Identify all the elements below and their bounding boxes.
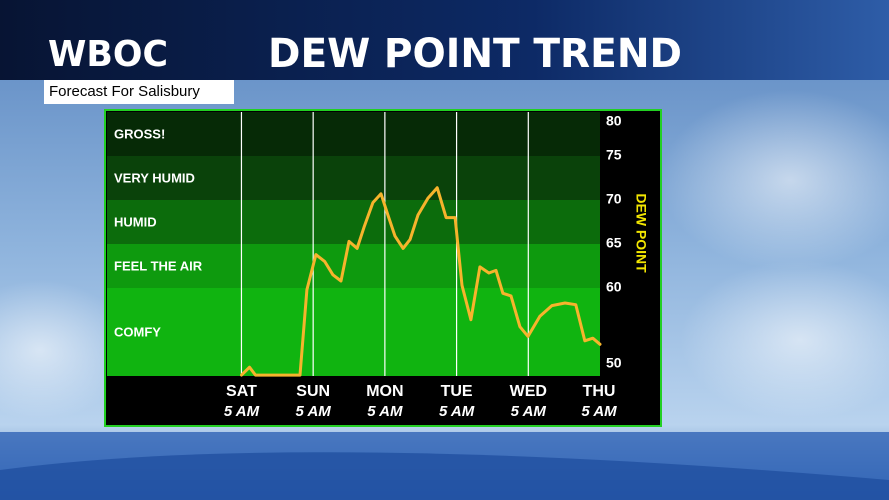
x-tick-sublabel: 5 AM <box>224 403 260 420</box>
zone-band <box>107 156 600 200</box>
title: DEW POINT TREND <box>268 31 682 77</box>
zone-label: HUMID <box>114 214 157 229</box>
cloud <box>660 90 889 270</box>
zone-band <box>107 112 600 156</box>
y-axis-label: DEW POINT <box>633 193 649 273</box>
x-tick-label: SAT <box>226 383 257 400</box>
y-tick-label: 50 <box>606 355 622 371</box>
y-tick-label: 70 <box>606 191 622 207</box>
dew-point-line <box>240 186 602 377</box>
x-tick-label: THU <box>583 383 616 400</box>
cloud <box>680 260 889 420</box>
zone-band <box>107 288 600 376</box>
subtitle: Forecast For Salisbury <box>49 83 200 100</box>
swoosh <box>0 452 889 500</box>
x-tick-sublabel: 5 AM <box>367 403 403 420</box>
y-tick-label: 60 <box>606 279 622 295</box>
zone-label: FEEL THE AIR <box>114 258 203 273</box>
station-logo: WBOC <box>48 34 168 75</box>
zone-label: GROSS! <box>114 126 165 141</box>
x-tick-label: WED <box>510 383 547 400</box>
zone-band <box>107 244 600 288</box>
x-tick-label: SUN <box>296 383 330 400</box>
zone-band <box>107 200 600 244</box>
x-tick-sublabel: 5 AM <box>296 403 332 420</box>
y-tick-label: 75 <box>606 147 622 163</box>
subtitle-box <box>44 80 234 104</box>
x-tick-label: MON <box>366 383 403 400</box>
y-tick-label: 80 <box>606 113 622 129</box>
header-bar <box>0 0 889 80</box>
zone-label: VERY HUMID <box>114 170 195 185</box>
x-tick-sublabel: 5 AM <box>439 403 475 420</box>
plot: GROSS! VERY HUMID HUMID FEEL THE AIR COMFY 50… <box>107 112 649 420</box>
x-tick-label: TUE <box>441 383 473 400</box>
x-tick-sublabel: 5 AM <box>511 403 547 420</box>
y-tick-label: 65 <box>606 235 622 251</box>
cloud <box>0 280 130 420</box>
x-tick-sublabel: 5 AM <box>581 403 617 420</box>
zone-label: COMFY <box>114 324 161 339</box>
